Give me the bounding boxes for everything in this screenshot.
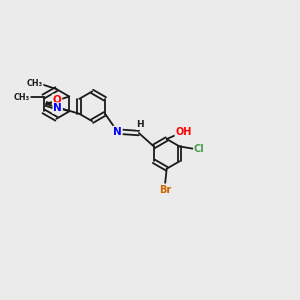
Text: Cl: Cl xyxy=(194,144,205,154)
Text: CH₃: CH₃ xyxy=(14,93,30,102)
Text: N: N xyxy=(113,127,122,136)
Text: Br: Br xyxy=(159,184,171,194)
Text: CH₃: CH₃ xyxy=(27,79,43,88)
Text: OH: OH xyxy=(176,127,192,137)
Text: N: N xyxy=(53,103,62,113)
Text: O: O xyxy=(53,94,62,105)
Text: H: H xyxy=(136,120,144,129)
